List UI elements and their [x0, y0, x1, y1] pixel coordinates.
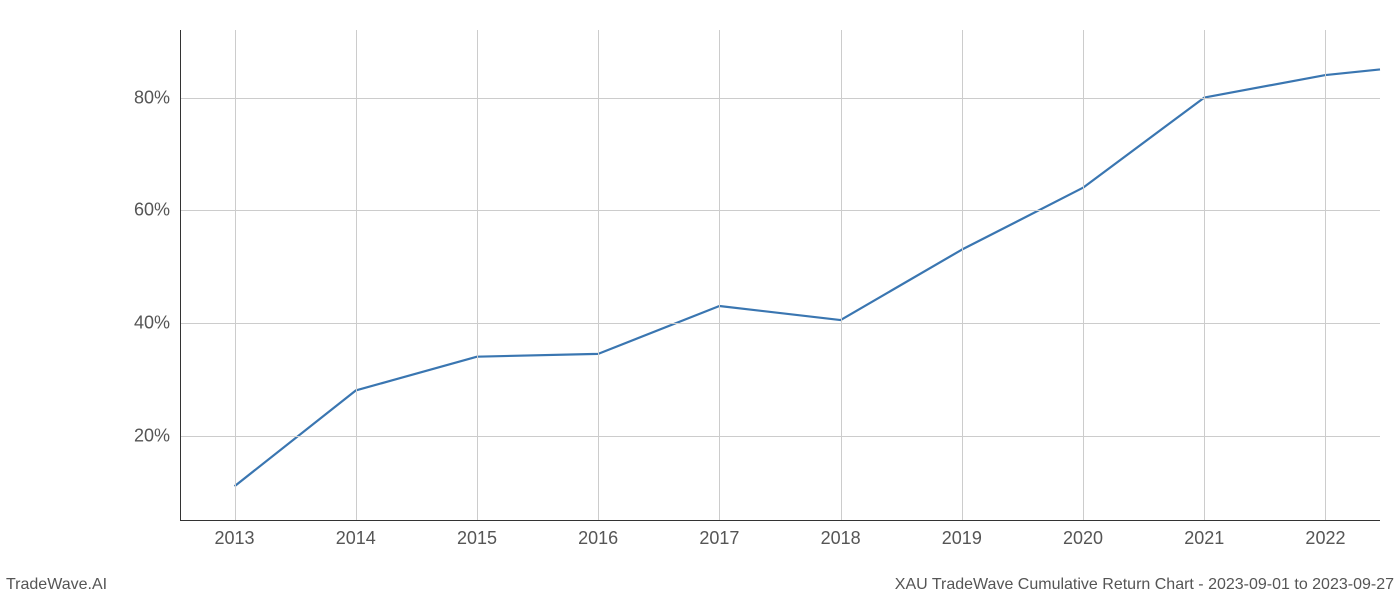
x-tick-label: 2020: [1063, 528, 1103, 549]
x-tick-label: 2017: [699, 528, 739, 549]
gridline-v: [841, 30, 842, 520]
line-svg: [180, 30, 1380, 520]
x-tick-label: 2018: [821, 528, 861, 549]
x-tick-label: 2014: [336, 528, 376, 549]
series-line: [235, 69, 1380, 486]
axis-spine-left: [180, 30, 181, 520]
x-tick-label: 2013: [215, 528, 255, 549]
gridline-h: [180, 98, 1380, 99]
gridline-v: [235, 30, 236, 520]
gridline-v: [719, 30, 720, 520]
x-tick-label: 2022: [1305, 528, 1345, 549]
gridline-v: [1325, 30, 1326, 520]
chart-container: TradeWave.AI XAU TradeWave Cumulative Re…: [0, 0, 1400, 600]
gridline-v: [1083, 30, 1084, 520]
gridline-v: [1204, 30, 1205, 520]
gridline-v: [477, 30, 478, 520]
footer-right: XAU TradeWave Cumulative Return Chart - …: [895, 576, 1394, 594]
footer-left: TradeWave.AI: [6, 576, 107, 594]
gridline-h: [180, 323, 1380, 324]
plot-area: [180, 30, 1380, 520]
gridline-h: [180, 210, 1380, 211]
y-tick-label: 20%: [120, 425, 170, 446]
x-tick-label: 2019: [942, 528, 982, 549]
y-tick-label: 60%: [120, 200, 170, 221]
gridline-v: [598, 30, 599, 520]
y-tick-label: 40%: [120, 312, 170, 333]
x-tick-label: 2021: [1184, 528, 1224, 549]
x-tick-label: 2016: [578, 528, 618, 549]
axis-spine-bottom: [180, 520, 1380, 521]
x-tick-label: 2015: [457, 528, 497, 549]
gridline-v: [356, 30, 357, 520]
y-tick-label: 80%: [120, 87, 170, 108]
gridline-v: [962, 30, 963, 520]
gridline-h: [180, 436, 1380, 437]
